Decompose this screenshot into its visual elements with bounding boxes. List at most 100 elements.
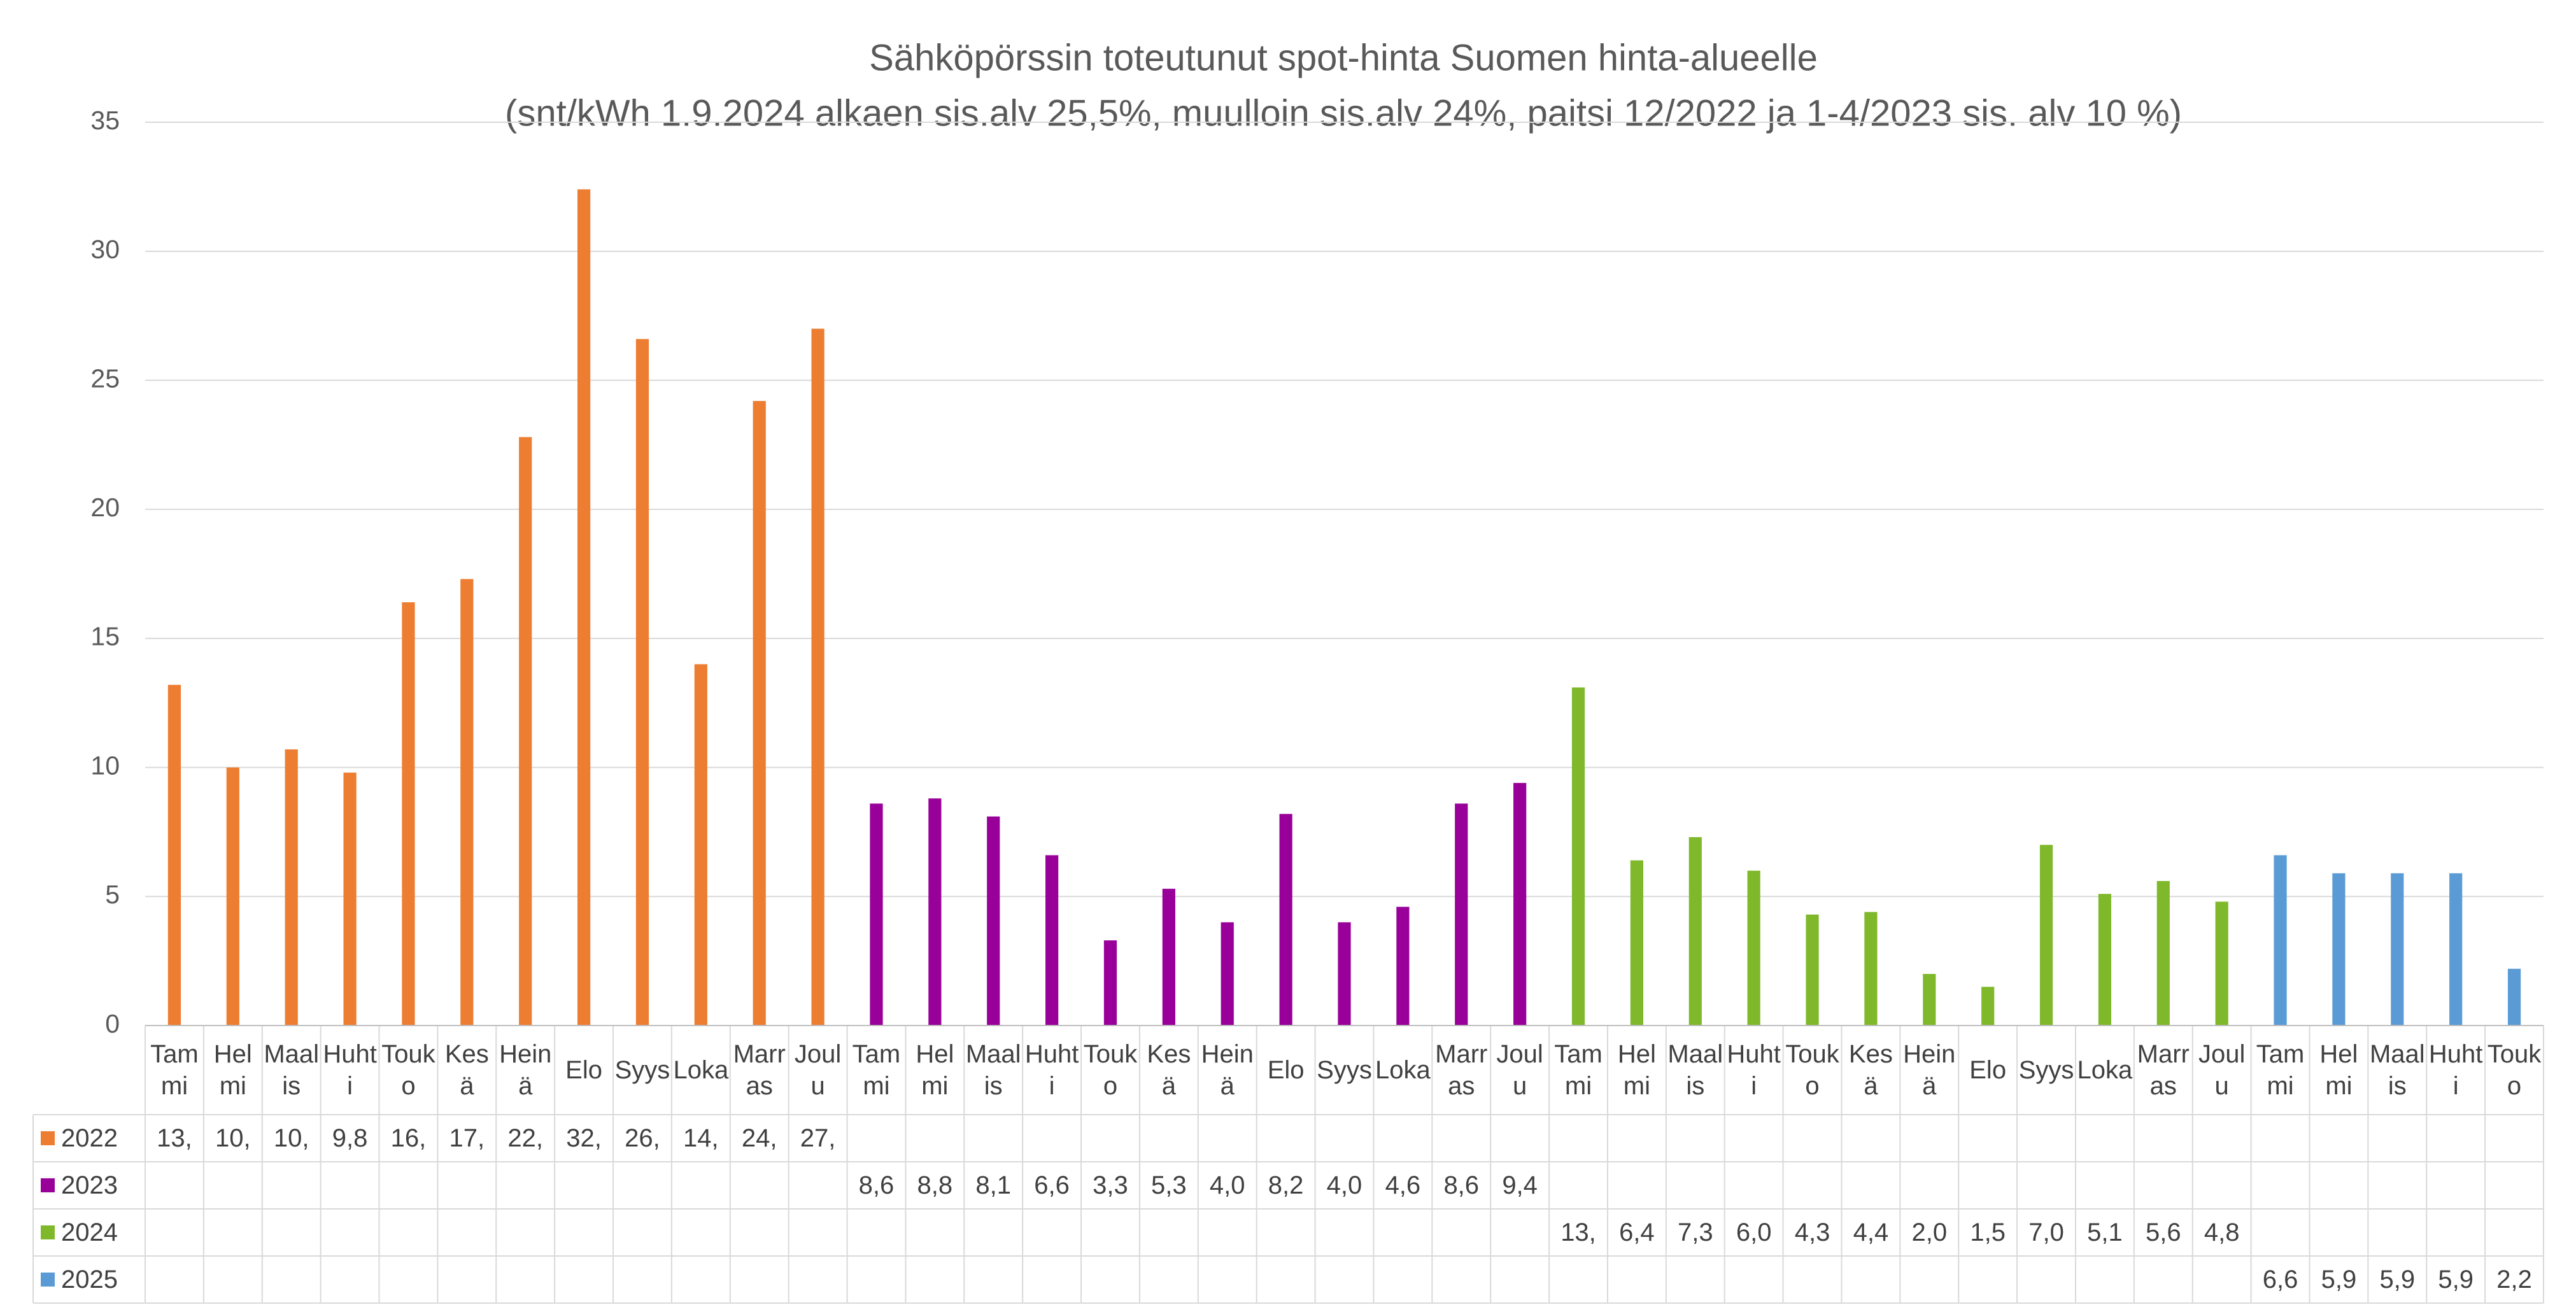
data-label: 4,4: [1853, 1218, 1889, 1246]
data-label: 24,: [741, 1124, 777, 1152]
x-tick-label: Huhti: [323, 1040, 377, 1100]
legend-label: 2024: [61, 1218, 118, 1246]
data-label: 8,2: [1268, 1171, 1304, 1199]
x-tick-label: Tammi: [2256, 1040, 2305, 1100]
x-tick-label: Elo: [565, 1056, 602, 1084]
bar: [1981, 987, 1995, 1026]
x-tick-label: Kesä: [1147, 1040, 1191, 1100]
data-label: 22,: [507, 1124, 543, 1152]
x-tick-label: Heinä: [1903, 1040, 1956, 1100]
x-tick-label: Elo: [1969, 1056, 2007, 1084]
bar: [2449, 873, 2463, 1026]
bar: [2039, 845, 2053, 1026]
bar: [1571, 687, 1585, 1026]
x-tick-label: Huhti: [1024, 1040, 1079, 1100]
bar: [694, 664, 707, 1026]
data-label: 5,9: [2321, 1266, 2357, 1294]
bar: [1864, 912, 1878, 1026]
bar: [1513, 782, 1527, 1026]
data-label: 1,5: [1970, 1218, 2006, 1246]
bar: [1806, 914, 1819, 1026]
x-tick-label: Touko: [1785, 1040, 1839, 1100]
bar: [1045, 855, 1059, 1026]
bar: [577, 189, 591, 1026]
bar: [635, 339, 649, 1026]
bar: [1688, 837, 1702, 1026]
x-tick-label: Heinä: [1201, 1040, 1254, 1100]
data-label: 13,: [157, 1124, 192, 1152]
bar: [1103, 940, 1117, 1026]
data-label: 9,8: [332, 1124, 368, 1152]
x-tick-label: Maalis: [1667, 1040, 1723, 1100]
x-tick-label: Syys: [614, 1056, 670, 1084]
bar: [285, 749, 298, 1026]
x-tick-label: Helmi: [2319, 1040, 2358, 1100]
y-tick-label: 25: [90, 363, 120, 393]
legend-label: 2022: [61, 1124, 118, 1152]
data-label: 5,9: [2438, 1266, 2473, 1294]
data-label: 4,6: [1385, 1171, 1421, 1199]
data-label: 8,8: [917, 1171, 953, 1199]
legend-entry: 2023: [41, 1162, 118, 1209]
data-label: 17,: [449, 1124, 485, 1152]
x-tick-label: Maalis: [965, 1040, 1021, 1100]
data-label: 8,1: [975, 1171, 1012, 1199]
bar: [753, 400, 766, 1026]
data-label: 5,6: [2145, 1218, 2181, 1246]
data-label: 2,2: [2496, 1266, 2532, 1294]
y-tick-label: 35: [90, 106, 120, 135]
bar: [343, 772, 357, 1026]
y-tick-label: 5: [105, 880, 120, 909]
bar: [167, 684, 181, 1026]
data-label: 27,: [800, 1124, 836, 1152]
bar: [2507, 968, 2521, 1026]
bar: [2274, 855, 2287, 1026]
x-tick-label: Loka: [2077, 1056, 2133, 1084]
bar: [870, 803, 883, 1026]
bar: [2098, 894, 2112, 1026]
bar: [519, 437, 532, 1026]
legend-label: 2023: [61, 1171, 118, 1199]
data-label: 8,6: [1443, 1171, 1480, 1199]
legend-entry: 2022: [41, 1115, 118, 1162]
bar: [402, 602, 415, 1026]
bar: [2215, 901, 2228, 1026]
data-label: 9,4: [1502, 1171, 1538, 1199]
chart-title: Sähköpörssin toteutunut spot-hinta Suome…: [869, 37, 1818, 78]
bar: [2156, 880, 2170, 1026]
legend-swatch: [41, 1178, 55, 1192]
data-label: 10,: [273, 1124, 309, 1152]
bar: [928, 798, 942, 1026]
data-label: 5,3: [1151, 1171, 1187, 1199]
data-label: 32,: [566, 1124, 602, 1152]
data-label: 6,6: [2262, 1266, 2298, 1294]
x-tick-label: Tammi: [852, 1040, 901, 1100]
data-label: 13,: [1560, 1218, 1596, 1246]
x-tick-label: Tammi: [1554, 1040, 1603, 1100]
x-tick-label: Touko: [2487, 1040, 2542, 1100]
data-label: 26,: [625, 1124, 660, 1152]
x-tick-label: Helmi: [213, 1040, 252, 1100]
x-tick-label: Helmi: [916, 1040, 954, 1100]
y-tick-label: 20: [90, 493, 120, 522]
data-label: 3,3: [1093, 1171, 1128, 1199]
legend-swatch: [41, 1273, 55, 1287]
x-tick-label: Maalis: [2369, 1040, 2425, 1100]
y-tick-label: 0: [105, 1009, 120, 1038]
x-tick-label: Loka: [1375, 1056, 1431, 1084]
x-tick-label: Marras: [733, 1040, 786, 1100]
x-tick-label: Touko: [1083, 1040, 1138, 1100]
data-label: 4,3: [1794, 1218, 1830, 1246]
x-tick-label: Kesä: [1848, 1040, 1893, 1100]
legend-swatch: [41, 1225, 55, 1239]
data-label: 2,0: [1911, 1218, 1948, 1246]
legend-label: 2025: [61, 1265, 118, 1294]
data-label: 5,1: [2087, 1218, 2123, 1246]
bar: [2332, 873, 2346, 1026]
bar: [226, 767, 239, 1026]
bar: [460, 579, 474, 1026]
bar: [987, 816, 1000, 1026]
x-tick-label: Maalis: [264, 1040, 320, 1100]
